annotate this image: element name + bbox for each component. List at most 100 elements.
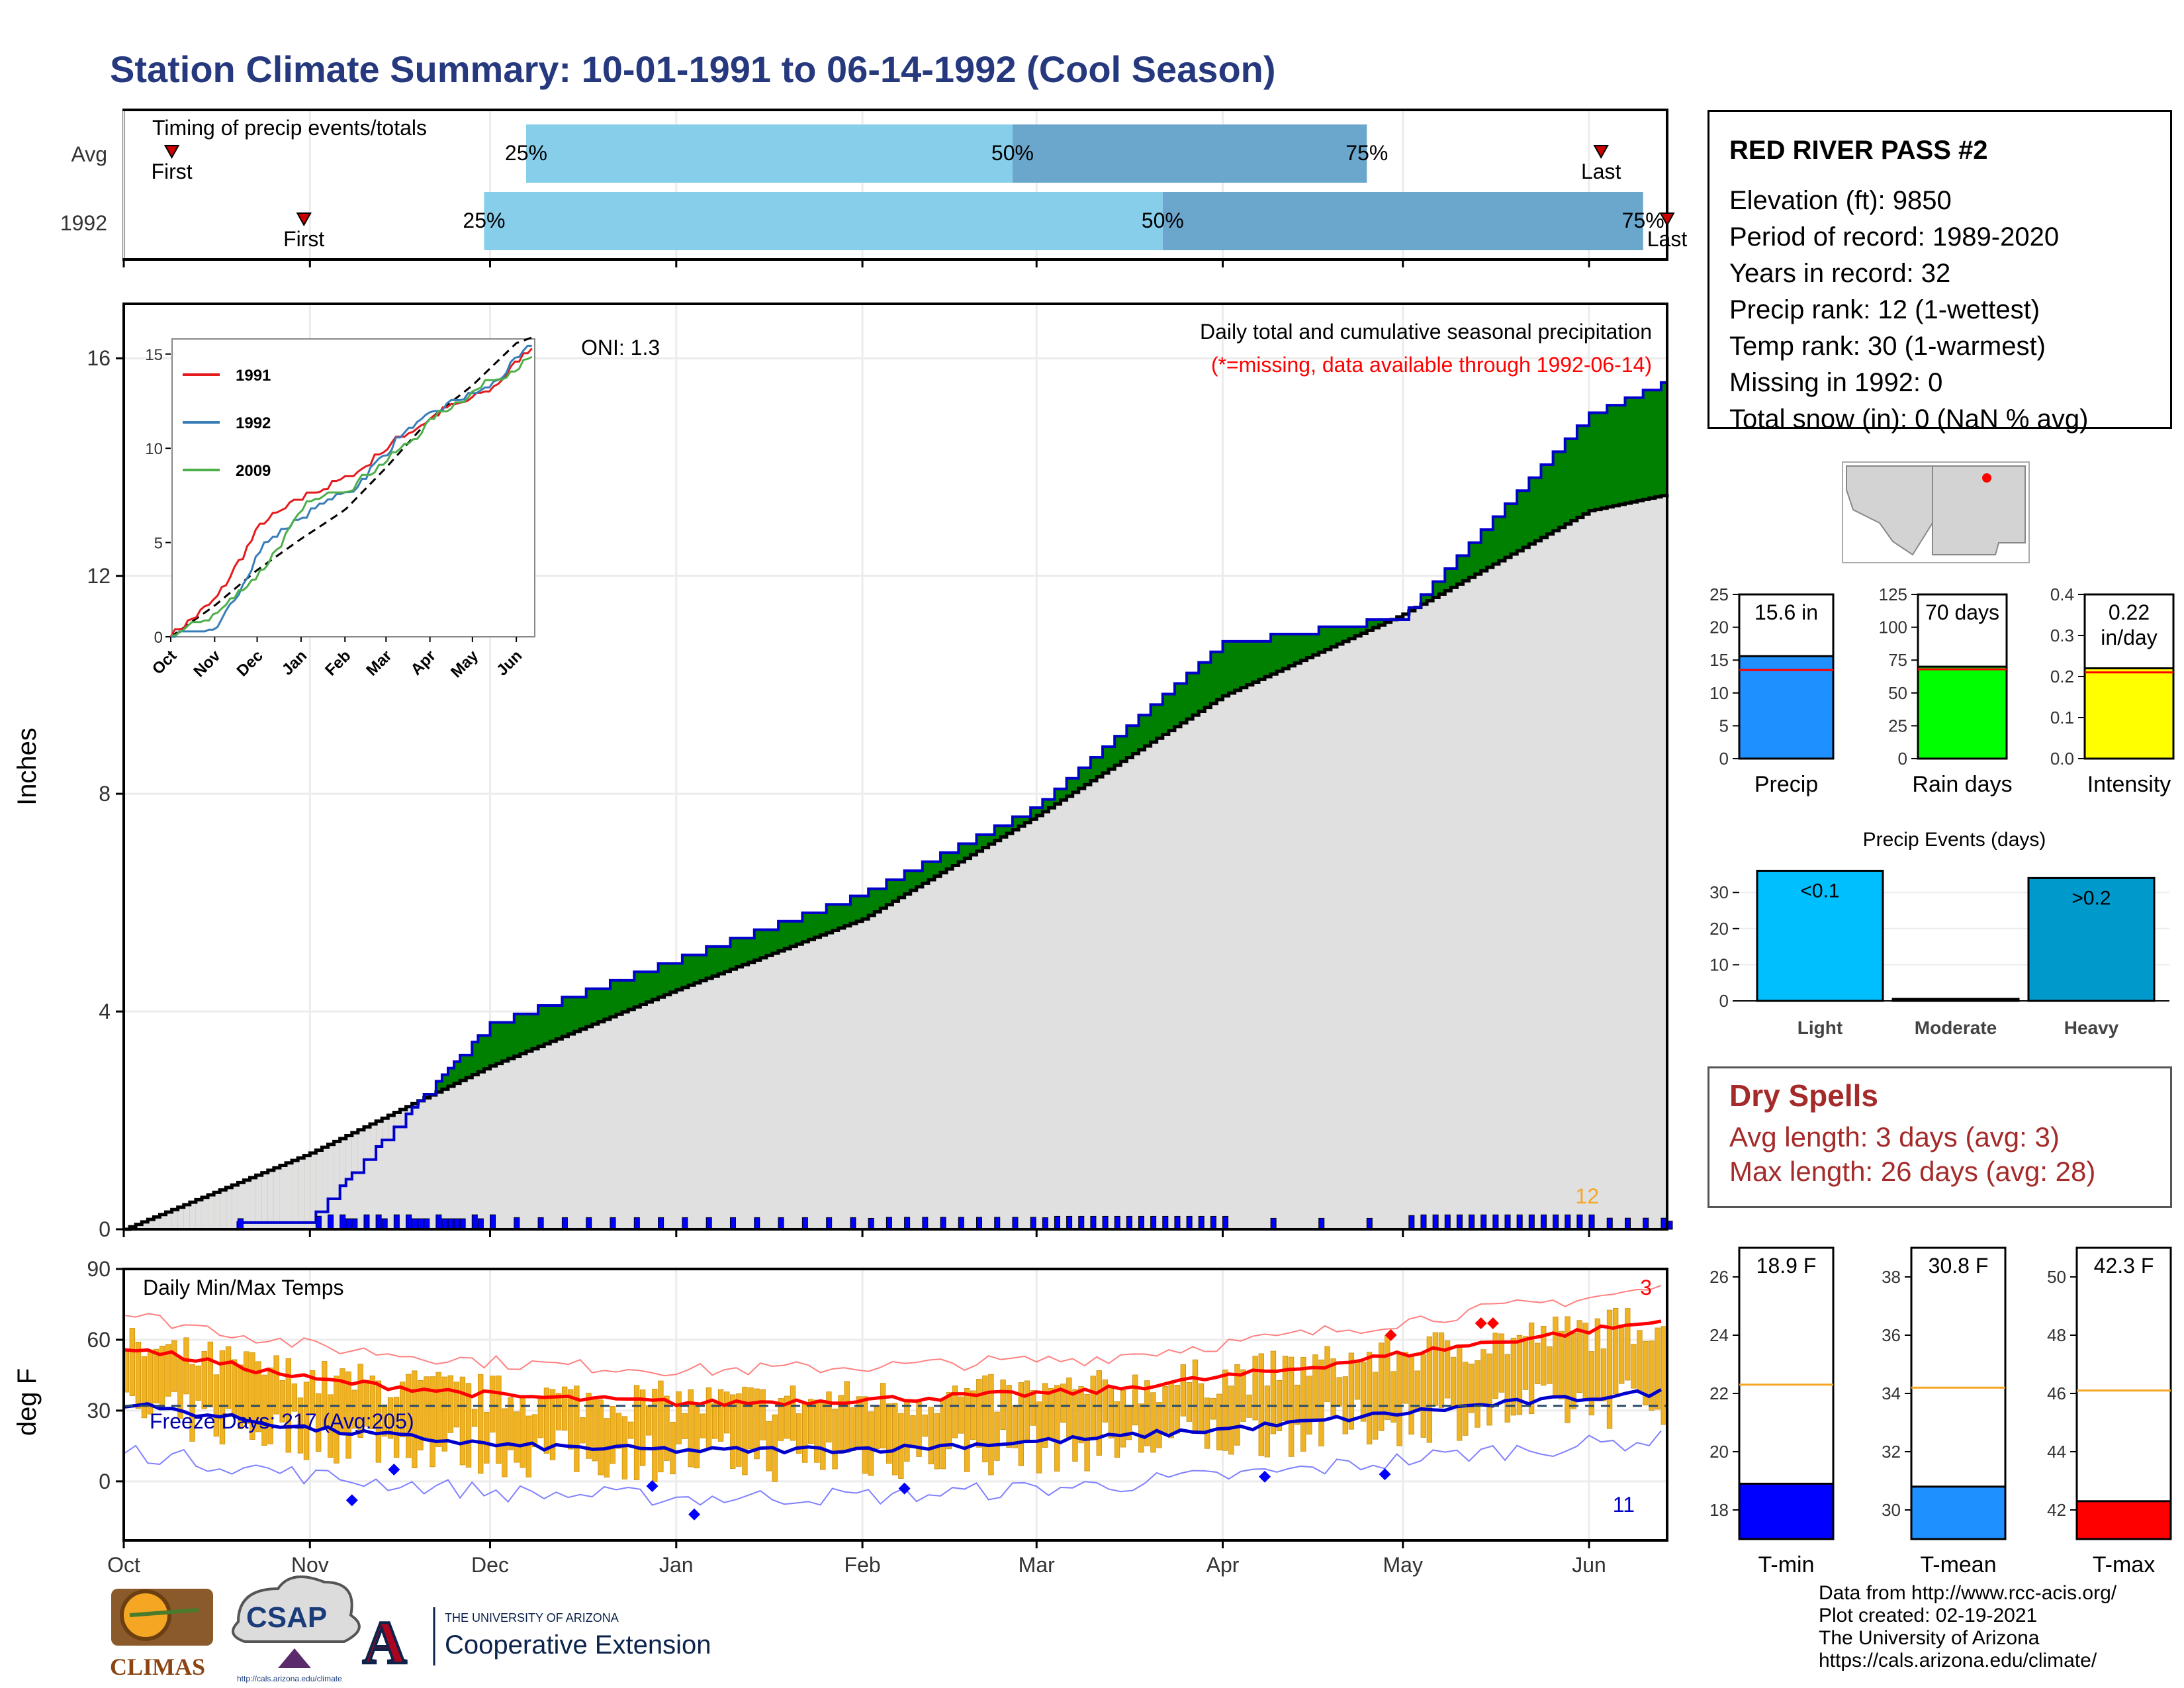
temp-daily-bar xyxy=(1102,1379,1109,1423)
temp-daily-bar xyxy=(244,1351,250,1424)
temp-daily-bar xyxy=(496,1376,502,1464)
precip-avg-fill xyxy=(514,1056,521,1229)
rain-days-ytick-label: 125 xyxy=(1879,585,1907,604)
temp-daily-bar xyxy=(1312,1354,1318,1420)
precip-avg-fill xyxy=(916,886,923,1229)
temp-daily-bar xyxy=(1547,1346,1553,1384)
precip-avg-fill xyxy=(1565,524,1572,1229)
precip-avg-fill xyxy=(189,1202,197,1229)
precip-avg-fill xyxy=(1024,822,1031,1229)
precip-diff-bar xyxy=(1024,816,1031,823)
precip-diff-bar xyxy=(1132,726,1140,754)
record-low-marker xyxy=(898,1482,911,1495)
precip-avg-fill xyxy=(1181,722,1187,1229)
precip-avg-fill xyxy=(1505,557,1512,1229)
precip-avg-fill xyxy=(1132,753,1140,1229)
precip-diff-bar xyxy=(538,1006,545,1047)
precip-diff-bar xyxy=(1649,390,1656,498)
precip-avg-fill xyxy=(568,1034,575,1229)
precip-avg-fill xyxy=(1589,510,1596,1229)
precip-avg-fill xyxy=(171,1209,179,1229)
avg-min-line xyxy=(123,1388,1662,1455)
precip-daily-bar xyxy=(610,1217,616,1230)
precip-avg-fill xyxy=(1048,808,1056,1229)
intensity-value-label: 0.22 xyxy=(2109,600,2150,624)
temp-daily-bar xyxy=(1024,1380,1030,1440)
precip-avg-fill xyxy=(1486,567,1494,1229)
temp-xtick-label: Feb xyxy=(844,1553,881,1577)
precip-diff-bar xyxy=(544,1006,551,1044)
temp-daily-bar xyxy=(447,1375,453,1433)
credit-line: The University of Arizona xyxy=(1819,1627,2040,1649)
precip-avg-fill xyxy=(868,915,875,1229)
intensity-ytick-label: 0.0 xyxy=(2050,749,2074,769)
temp-daily-bar xyxy=(952,1385,958,1438)
temp-daily-bar xyxy=(754,1388,760,1460)
temp-daily-bar xyxy=(1408,1356,1414,1435)
precip-avg-fill xyxy=(1240,687,1248,1229)
precip-diff-bar xyxy=(868,888,875,915)
precip-diff-bar xyxy=(1498,516,1506,561)
precip-daily-bar xyxy=(424,1218,430,1230)
temp-daily-bar xyxy=(1258,1353,1264,1456)
precip-ylabel: Inches xyxy=(13,727,42,806)
precip-diff-bar xyxy=(970,843,978,855)
precip-avg-fill xyxy=(736,966,743,1229)
precip-daily-bar xyxy=(1408,1215,1415,1230)
temp-daily-bar xyxy=(934,1413,940,1470)
temp-daily-bar xyxy=(351,1389,357,1429)
precip-daily-bar xyxy=(441,1218,448,1230)
temp-daily-bar xyxy=(1096,1370,1102,1456)
temp-daily-bar xyxy=(441,1376,447,1452)
temp-daily-bar xyxy=(1504,1354,1510,1423)
precip-avg-fill xyxy=(183,1204,191,1229)
precip-daily-bar xyxy=(1198,1215,1205,1230)
temp-daily-bar xyxy=(315,1393,322,1452)
precip-diff-bar xyxy=(1174,683,1181,727)
dry-spells-box: Dry Spells Avg length: 3 days (avg: 3) M… xyxy=(1707,1066,2172,1208)
tmin: 18 20 22 24 26 18.9 F T-min xyxy=(1709,1246,1835,1577)
temp-xtick-label: Oct xyxy=(107,1553,140,1577)
temp-daily-bar xyxy=(958,1396,964,1434)
temp-daily-bar xyxy=(646,1405,652,1436)
tmean-ytick-label: 30 xyxy=(1882,1500,1901,1520)
temp-daily-bar xyxy=(820,1400,826,1470)
precip-diff-bar xyxy=(460,1055,467,1081)
record-low-marker xyxy=(388,1464,400,1476)
precip-daily-bar xyxy=(633,1217,640,1230)
temp-daily-bar xyxy=(129,1328,136,1396)
precip-avg-fill xyxy=(832,930,839,1229)
precip-daily-bar xyxy=(412,1218,418,1230)
temp-daily-bar xyxy=(1000,1380,1006,1430)
precip-diff-bar xyxy=(814,912,821,937)
temp-daily-bar xyxy=(886,1403,892,1464)
precip-avg-fill xyxy=(244,1180,251,1229)
temp-daily-bar xyxy=(1432,1332,1439,1406)
temp-daily-bar xyxy=(1450,1356,1457,1407)
precip-diff-bar xyxy=(1433,581,1439,598)
temp-daily-bar xyxy=(406,1374,412,1458)
precip-avg-fill xyxy=(1420,604,1428,1229)
dry-spells-title: Dry Spells xyxy=(1729,1078,1878,1113)
precip-avg-fill xyxy=(1060,800,1068,1229)
precip-avg-fill xyxy=(1078,788,1085,1229)
temp-daily-bar xyxy=(1228,1385,1234,1455)
precip-diff-bar xyxy=(1090,757,1097,781)
precip-diff-bar xyxy=(1096,757,1103,777)
precip-diff-bar xyxy=(850,896,857,924)
precip-diff-bar xyxy=(1271,633,1277,675)
tmean-ytick-label: 36 xyxy=(1882,1325,1901,1345)
temp-daily-bar xyxy=(1426,1336,1433,1443)
precip-avg-fill xyxy=(928,879,935,1229)
precip-avg-fill xyxy=(808,939,815,1229)
precip-daily-bar xyxy=(1643,1217,1649,1230)
events-bar-light xyxy=(1756,869,1884,1002)
temp-daily-bar xyxy=(400,1382,406,1438)
temp-daily-bar xyxy=(213,1374,220,1437)
precip-avg-fill xyxy=(790,946,797,1229)
precip-daily-bar xyxy=(340,1214,346,1230)
precip-avg-fill xyxy=(706,978,713,1229)
temp-daily-bar xyxy=(730,1394,736,1469)
freeze-days-label: Freeze Days: 217 (Avg:205) xyxy=(150,1409,414,1433)
precip-avg-fill xyxy=(345,1135,353,1229)
